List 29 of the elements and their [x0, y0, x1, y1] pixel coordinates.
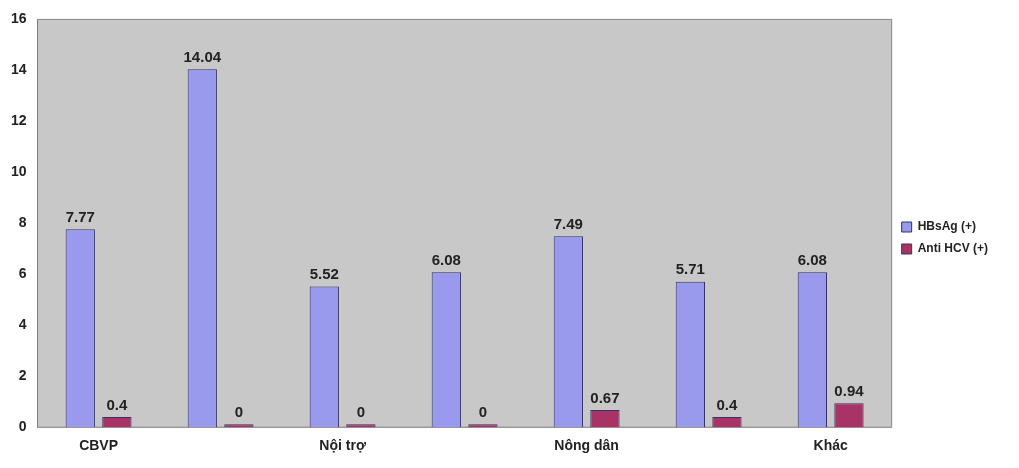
x-tick-label: Khác	[813, 437, 848, 454]
data-label: 0.94	[834, 381, 865, 399]
data-label: 7.77	[65, 207, 95, 225]
data-label: 0	[356, 402, 366, 420]
legend-label: Anti HCV (+)	[917, 241, 989, 256]
y-tick-label: 6	[18, 265, 27, 282]
data-label: 5.52	[309, 265, 339, 283]
x-tick-label: Nội trợ	[319, 437, 366, 454]
data-label: 5.71	[675, 260, 705, 278]
y-tick-label: 4	[18, 316, 27, 333]
x-tick-label: CBVP	[79, 437, 119, 454]
y-tick-label: 2	[18, 367, 27, 384]
data-label: 0.67	[590, 388, 620, 406]
y-tick-label: 12	[10, 112, 27, 129]
data-label: 0.4	[716, 395, 739, 413]
y-tick-label: 10	[10, 163, 27, 180]
y-tick-label: 16	[10, 10, 27, 27]
x-tick-label: Nông dân	[554, 437, 619, 454]
data-label: 0	[478, 402, 488, 420]
y-tick-label: 8	[18, 214, 27, 231]
y-tick-label: 14	[10, 61, 27, 78]
data-label: 6.08	[431, 250, 461, 268]
data-label: 6.08	[797, 250, 827, 268]
data-label: 0.4	[106, 395, 128, 413]
data-label: 14.04	[183, 48, 222, 65]
data-label: 7.49	[553, 214, 583, 232]
data-label: 0	[234, 402, 244, 420]
legend-label: HBsAg (+)	[917, 219, 977, 234]
y-tick-label: 0	[18, 418, 27, 435]
